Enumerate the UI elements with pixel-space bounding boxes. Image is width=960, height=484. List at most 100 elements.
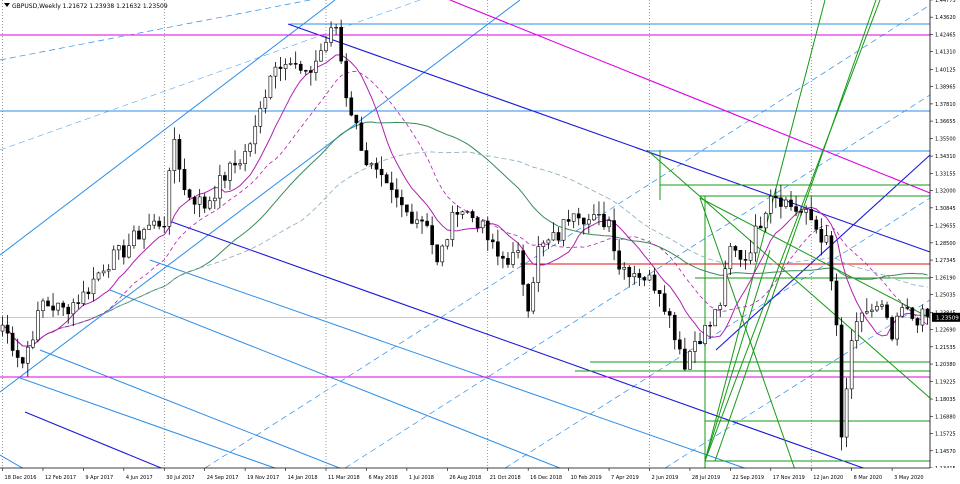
candle (46, 296, 50, 307)
time-tick-label: 22 Sep 2019 (732, 475, 764, 481)
chart-menu-triangle-icon[interactable] (4, 3, 10, 7)
candle (915, 317, 920, 333)
candle-body (122, 245, 126, 258)
candle-body (683, 348, 687, 370)
cyan-dashed-parallel (319, 94, 931, 484)
candle-body (753, 225, 758, 254)
candle (86, 287, 91, 300)
candle (212, 185, 217, 210)
candle-body (127, 245, 131, 258)
candle-body (536, 246, 541, 283)
price-tick-label: 1.25035 (935, 293, 956, 299)
candle-body (172, 139, 177, 172)
candle-body (526, 284, 530, 312)
candle-body (314, 60, 318, 73)
candle-body (900, 307, 905, 317)
candle-body (374, 163, 379, 170)
candle-body (309, 70, 313, 73)
cyan-dashed-parallel (0, 0, 311, 61)
candle (122, 239, 126, 265)
candle (405, 204, 409, 217)
candle (127, 233, 131, 259)
candle (106, 264, 111, 278)
candle-body (369, 163, 374, 166)
blue-channel-upper (287, 23, 931, 253)
candle-body (561, 219, 566, 241)
candle-body (758, 225, 763, 229)
green-fan-line (714, 0, 877, 462)
time-tick-label: 4 Jun 2017 (126, 475, 153, 481)
time-tick-label: 19 Nov 2017 (247, 475, 279, 481)
candle-body (779, 197, 783, 207)
candle (187, 188, 192, 201)
time-axis: 18 Dec 2016 12 Feb 2017 9 Apr 2017 4 Jun 20… (0, 467, 960, 484)
candle (490, 233, 495, 249)
candle-body (263, 97, 268, 109)
candle (268, 74, 273, 100)
candle-body (329, 27, 333, 43)
candle (758, 216, 763, 229)
candle (566, 209, 571, 226)
candle-body (844, 388, 849, 438)
candle-body (71, 302, 76, 315)
candle-body (637, 273, 642, 278)
time-tick-label: 11 Mar 2018 (328, 475, 360, 481)
candle-body (288, 63, 293, 65)
candle (415, 211, 419, 229)
candle-body (657, 290, 662, 294)
candle-body (420, 219, 424, 222)
candle-body (248, 143, 253, 152)
time-tick-label: 17 Nov 2019 (773, 475, 805, 481)
candle-body (389, 182, 394, 191)
candle (501, 251, 505, 269)
candle-body (688, 351, 692, 370)
candle-body (693, 341, 697, 352)
candle-body (859, 312, 864, 322)
candle (51, 293, 55, 318)
candle (819, 218, 824, 256)
candle (910, 306, 915, 321)
current-price-label: 1.23509 (932, 312, 960, 322)
candle-body (763, 212, 768, 229)
candle-body (920, 308, 925, 326)
candle (511, 242, 515, 268)
candle-body (768, 195, 773, 214)
candle-body (410, 211, 414, 224)
candle-body (672, 314, 677, 341)
candle-body (885, 304, 889, 318)
candle-body (789, 199, 793, 207)
price-tick-label: 1.27345 (935, 258, 956, 264)
candle-body (238, 163, 242, 166)
candle-body (319, 50, 323, 62)
candle-body (207, 200, 212, 209)
candle-body (824, 235, 829, 243)
candle-body (147, 224, 151, 230)
candle-body (865, 311, 869, 314)
candle-body (106, 269, 111, 272)
price-tick-label: 1.22690 (935, 328, 956, 334)
candle-body (359, 122, 364, 151)
candle (15, 338, 20, 368)
candle-body (728, 246, 733, 270)
candle (627, 265, 632, 288)
candle-body (132, 230, 136, 247)
candle (10, 326, 15, 357)
candle (359, 116, 364, 151)
candle-body (713, 309, 718, 327)
candle-body (485, 220, 490, 241)
candle-body (56, 302, 60, 311)
candle-body (354, 114, 359, 124)
candle-body (799, 211, 803, 213)
time-tick-label: 3 May 2020 (894, 475, 923, 481)
candle-body (278, 66, 283, 69)
candle (182, 158, 187, 196)
price-tick-label: 1.15725 (935, 432, 956, 438)
cyan-dashed-parallel (0, 0, 421, 151)
candle-body (182, 168, 187, 191)
candle-body (809, 209, 814, 221)
candle (708, 321, 712, 340)
candle (101, 264, 106, 277)
candle-body (450, 211, 455, 240)
ma-fast (2, 54, 928, 347)
